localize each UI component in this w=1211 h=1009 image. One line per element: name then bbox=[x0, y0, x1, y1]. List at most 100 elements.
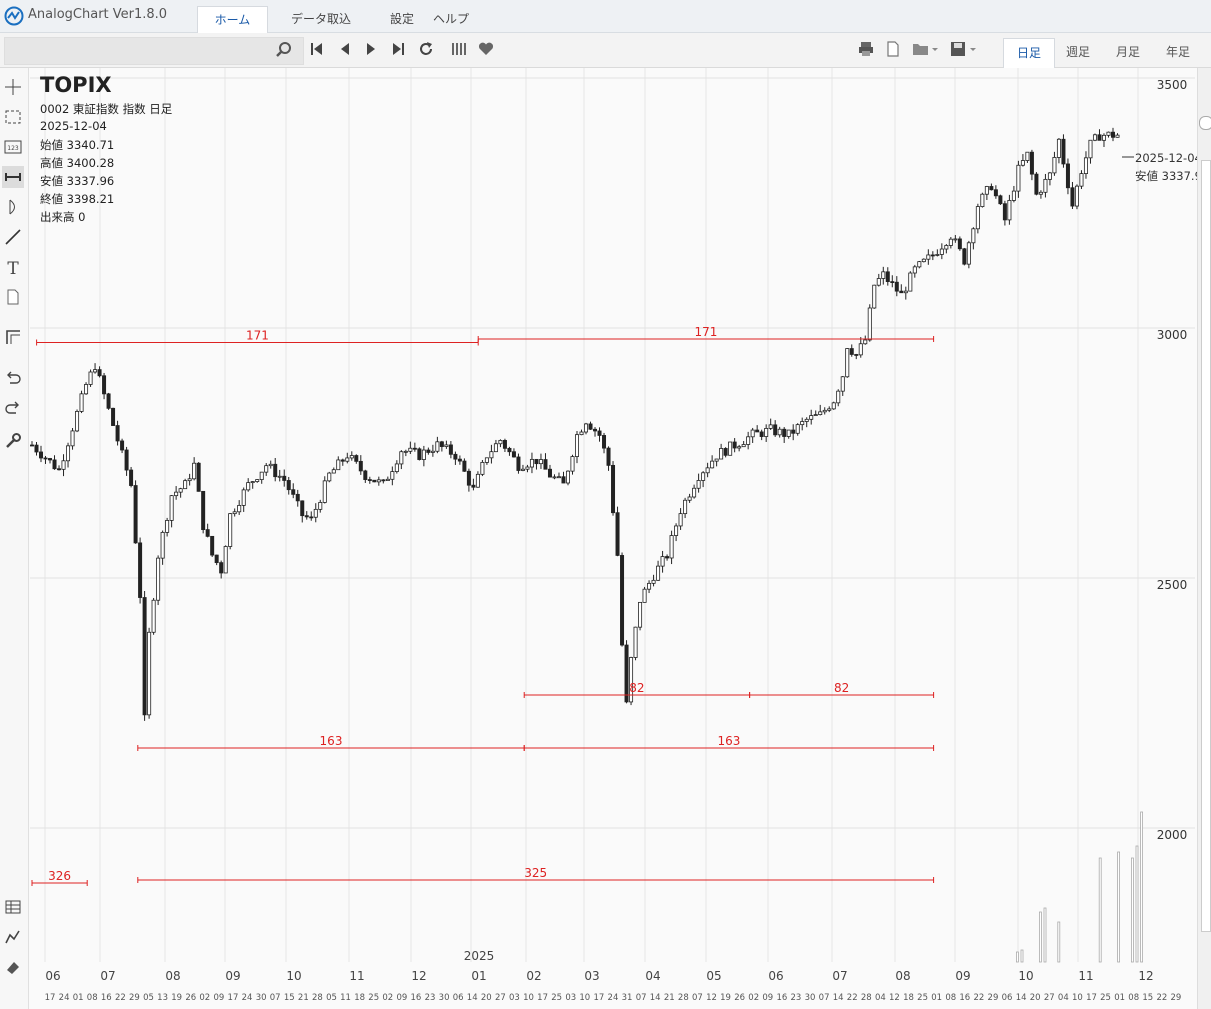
candle-body bbox=[818, 411, 823, 416]
corner-icon[interactable] bbox=[2, 326, 24, 348]
text-icon[interactable]: T bbox=[2, 256, 24, 278]
select-rect-icon[interactable] bbox=[2, 106, 24, 128]
candle-body bbox=[701, 472, 706, 481]
candle-body bbox=[241, 489, 246, 506]
price-tick-label: 3500 bbox=[1157, 78, 1188, 92]
day-tick-label: 03 bbox=[565, 993, 576, 1003]
candle-body bbox=[1025, 151, 1030, 161]
candle-body bbox=[426, 449, 431, 453]
new-file-icon[interactable] bbox=[881, 37, 905, 61]
candle-body bbox=[381, 479, 386, 482]
candle-body bbox=[1047, 172, 1052, 180]
count-icon[interactable]: 123 bbox=[2, 136, 24, 158]
scroll-thumb[interactable] bbox=[1201, 160, 1211, 932]
tab-home[interactable]: ホーム bbox=[197, 6, 268, 33]
vrange-icon[interactable] bbox=[2, 196, 24, 218]
hrange-icon[interactable] bbox=[2, 166, 24, 188]
month-tick-label: 11 bbox=[349, 969, 364, 983]
candle-body bbox=[665, 556, 670, 559]
candle-body bbox=[151, 599, 156, 633]
crosshair-icon[interactable] bbox=[2, 76, 24, 98]
tab-data-import[interactable]: データ取込 bbox=[290, 12, 351, 26]
candle-body bbox=[930, 254, 935, 257]
day-tick-label: 17 bbox=[45, 993, 56, 1003]
undo-icon[interactable] bbox=[2, 366, 24, 388]
day-tick-label: 01 bbox=[1114, 993, 1125, 1003]
tab-yearly[interactable]: 年足 bbox=[1165, 45, 1190, 59]
candle-body bbox=[174, 491, 179, 497]
candle-body bbox=[471, 484, 476, 488]
candle-body bbox=[1065, 163, 1070, 189]
candle-body bbox=[394, 463, 399, 473]
candle-body bbox=[309, 516, 314, 519]
library-icon[interactable] bbox=[447, 37, 471, 61]
first-icon[interactable] bbox=[305, 37, 329, 61]
chart-type-icon[interactable] bbox=[2, 926, 24, 948]
measure-label: 325 bbox=[524, 866, 547, 880]
refresh-icon[interactable] bbox=[414, 37, 438, 61]
candle-body bbox=[705, 467, 710, 474]
candle-body bbox=[647, 582, 652, 590]
candle-body bbox=[669, 535, 674, 559]
last-icon[interactable] bbox=[386, 37, 410, 61]
favorite-icon[interactable] bbox=[474, 37, 498, 61]
tab-help[interactable]: ヘルプ bbox=[432, 12, 469, 26]
day-tick-label: 28 bbox=[678, 993, 689, 1003]
zoom-handle[interactable] bbox=[1199, 116, 1211, 130]
candle-body bbox=[88, 371, 93, 385]
candle-body bbox=[354, 455, 359, 462]
candle-body bbox=[921, 258, 926, 263]
month-tick-label: 04 bbox=[645, 969, 660, 983]
day-tick-label: 25 bbox=[368, 993, 379, 1003]
cursor-low-label: 安値 3337.96 bbox=[1135, 169, 1197, 183]
day-tick-label: 25 bbox=[1100, 993, 1111, 1003]
measure-label: 171 bbox=[246, 329, 269, 343]
candle-body bbox=[502, 440, 507, 449]
candle-body bbox=[786, 429, 791, 437]
candle-body bbox=[1074, 185, 1079, 207]
eraser-icon[interactable] bbox=[2, 956, 24, 978]
table-icon[interactable] bbox=[2, 896, 24, 918]
candle-body bbox=[358, 460, 363, 472]
candle-body bbox=[156, 557, 161, 601]
candle-body bbox=[264, 465, 269, 473]
day-tick-label: 16 bbox=[959, 993, 970, 1003]
next-icon[interactable] bbox=[359, 37, 383, 61]
redo-icon[interactable] bbox=[2, 396, 24, 418]
candle-body bbox=[115, 425, 120, 442]
memo-icon[interactable] bbox=[2, 286, 24, 308]
settings-icon[interactable] bbox=[2, 430, 24, 452]
day-tick-label: 09 bbox=[213, 993, 224, 1003]
candle-body bbox=[1038, 191, 1043, 195]
candle-body bbox=[615, 512, 620, 556]
candle-body bbox=[867, 307, 872, 341]
candle-body bbox=[255, 479, 260, 482]
folder-icon[interactable] bbox=[908, 37, 942, 61]
candle-body bbox=[1056, 138, 1061, 158]
candle-body bbox=[764, 428, 769, 437]
line-icon[interactable] bbox=[2, 226, 24, 248]
tab-daily[interactable]: 日足 bbox=[1003, 38, 1055, 68]
candle-body bbox=[1034, 173, 1039, 195]
day-tick-label: 27 bbox=[1044, 993, 1055, 1003]
vertical-scrollbar[interactable] bbox=[1197, 68, 1211, 1009]
candle-body bbox=[629, 657, 634, 703]
search-input[interactable] bbox=[4, 37, 304, 65]
save-icon[interactable] bbox=[946, 37, 980, 61]
tab-settings[interactable]: 設定 bbox=[389, 12, 414, 26]
day-tick-label: 07 bbox=[692, 993, 703, 1003]
prev-icon[interactable] bbox=[333, 37, 357, 61]
candle-body bbox=[692, 487, 697, 498]
day-tick-label: 05 bbox=[143, 993, 154, 1003]
day-tick-label: 22 bbox=[973, 993, 984, 1003]
candle-body bbox=[908, 272, 913, 292]
candle-body bbox=[408, 447, 413, 452]
candle-body bbox=[327, 472, 332, 482]
search-icon[interactable] bbox=[272, 37, 296, 61]
day-tick-label: 13 bbox=[157, 993, 168, 1003]
print-icon[interactable] bbox=[854, 37, 878, 61]
tab-monthly[interactable]: 月足 bbox=[1115, 45, 1140, 59]
tab-weekly[interactable]: 週足 bbox=[1065, 45, 1090, 59]
candle-body bbox=[1097, 134, 1102, 141]
